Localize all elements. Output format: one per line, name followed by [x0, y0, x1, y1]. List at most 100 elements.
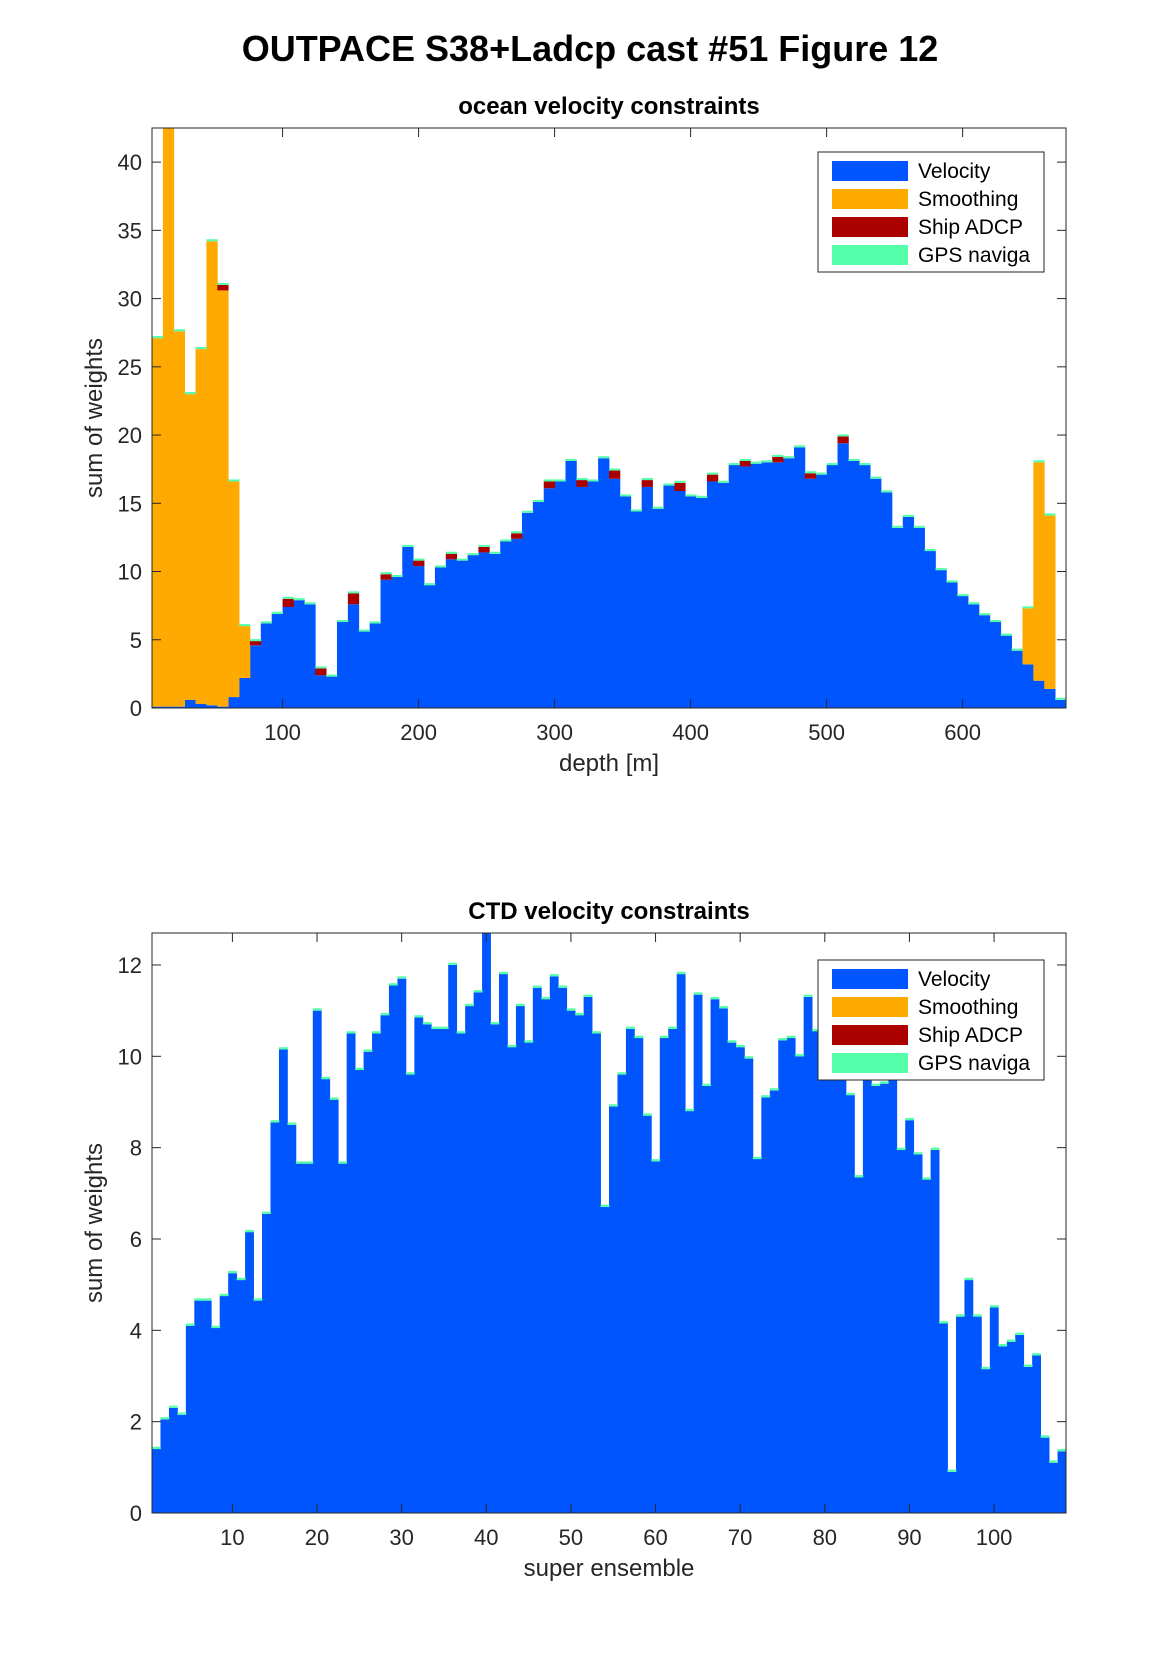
bar-segment	[543, 488, 555, 708]
bar-segment	[260, 621, 273, 624]
bar-segment	[978, 615, 991, 708]
bar-segment	[532, 499, 545, 502]
bar-segment	[778, 1038, 788, 1041]
bar-segment	[271, 611, 283, 614]
bar-segment	[168, 1405, 178, 1408]
bar-segment	[249, 639, 262, 642]
bar-segment	[465, 1006, 474, 1513]
bar-segment	[935, 570, 947, 708]
bar-segment	[848, 460, 860, 708]
bar-segment	[659, 1038, 669, 1513]
bar-segment	[490, 1022, 500, 1025]
bar-segment	[549, 974, 559, 977]
legend: Velocity Smoothing Ship ADCP GPS naviga	[817, 151, 1045, 273]
bar-segment	[674, 491, 686, 708]
bar-segment	[380, 1015, 390, 1513]
bar-segment	[576, 486, 588, 708]
bar-segment	[413, 558, 425, 561]
bar-segment	[326, 674, 338, 677]
bar-segment	[315, 668, 327, 676]
bar-segment	[968, 604, 980, 708]
bar-segment	[500, 541, 512, 708]
bar-segment	[173, 331, 186, 707]
bar-segment	[239, 624, 251, 627]
legend-label: Smoothing	[918, 188, 1018, 211]
bar-segment	[642, 1115, 652, 1513]
bar-segment	[710, 996, 720, 1000]
bar-segment	[609, 1106, 618, 1513]
bar-segment	[329, 1099, 339, 1513]
bar-segment	[293, 600, 305, 708]
bar-segment	[304, 1163, 314, 1513]
bar-segment	[448, 962, 458, 965]
bar-segment	[554, 481, 566, 708]
bar-segment	[177, 1414, 187, 1513]
bar-segment	[473, 990, 483, 993]
bar-segment	[710, 999, 720, 1513]
bar-segment	[372, 1031, 381, 1034]
bar-segment	[249, 641, 262, 646]
y-tick-label: 5	[130, 628, 142, 653]
legend-label: Smoothing	[918, 996, 1018, 1019]
y-tick-label: 20	[118, 423, 142, 448]
bar-segment	[184, 699, 196, 708]
bar-segment	[565, 460, 577, 708]
bar-segment	[727, 1040, 737, 1043]
bars	[152, 933, 1067, 1513]
y-tick-label: 0	[130, 696, 142, 721]
bar-segment	[1057, 1451, 1067, 1513]
bar-segment	[981, 1366, 991, 1370]
bar-segment	[482, 933, 491, 1513]
bar-segment	[391, 576, 403, 708]
legend-label: GPS naviga	[918, 244, 1030, 267]
bar-segment	[702, 1083, 711, 1086]
x-tick-label: 600	[944, 720, 981, 745]
bar-segment	[511, 533, 523, 539]
bar-segment	[206, 239, 218, 242]
bar-segment	[315, 675, 327, 708]
bar-segment	[236, 1280, 246, 1513]
bar-segment	[609, 478, 621, 708]
bar-segment	[380, 579, 392, 708]
bar-segment	[358, 631, 371, 708]
legend-label: Velocity	[918, 160, 991, 183]
bar-segment	[347, 604, 360, 708]
bar-segment	[566, 1008, 576, 1011]
bar-segment	[972, 1314, 982, 1317]
bar-segment	[905, 1117, 915, 1121]
bar-segment	[587, 479, 599, 482]
bar-segment	[336, 619, 349, 623]
bar-segment	[490, 1024, 500, 1513]
bar-segment	[434, 567, 447, 708]
bar-segment	[456, 1031, 466, 1034]
bar-segment	[478, 546, 490, 553]
bar-segment	[752, 1159, 762, 1513]
bar-segment	[566, 1010, 576, 1513]
bar-segment	[668, 1028, 678, 1513]
bar-segment	[1055, 697, 1067, 700]
bar-segment	[651, 1161, 661, 1513]
bar-segment	[837, 1079, 847, 1513]
bar-segment	[380, 572, 392, 575]
bar-segment	[854, 1175, 864, 1178]
bar-segment	[160, 1419, 170, 1513]
bar-segment	[617, 1072, 627, 1075]
y-tick-label: 6	[130, 1227, 142, 1252]
ctd-velocity-panel: 10 20 30 40 50 60 70 80 90 100 0 2 4 6 8 10 12 CTD veloci…	[81, 898, 1067, 1582]
bar-segment	[293, 598, 305, 601]
bar-segment	[388, 985, 398, 1513]
bar-segment	[498, 974, 508, 1513]
bar-segment	[696, 497, 708, 708]
bar-segment	[1033, 462, 1045, 681]
legend-swatch	[832, 189, 908, 209]
bar-segment	[913, 1152, 923, 1155]
legend-label: Ship ADCP	[918, 216, 1023, 239]
bar-segment	[793, 447, 806, 708]
bar-segment	[532, 501, 545, 708]
bar-segment	[282, 596, 294, 599]
bar-segment	[761, 460, 773, 463]
legend-swatch	[832, 997, 908, 1017]
bar-segment	[162, 128, 175, 707]
chart-title: CTD velocity constraints	[468, 898, 749, 925]
bar-segment	[195, 349, 207, 704]
